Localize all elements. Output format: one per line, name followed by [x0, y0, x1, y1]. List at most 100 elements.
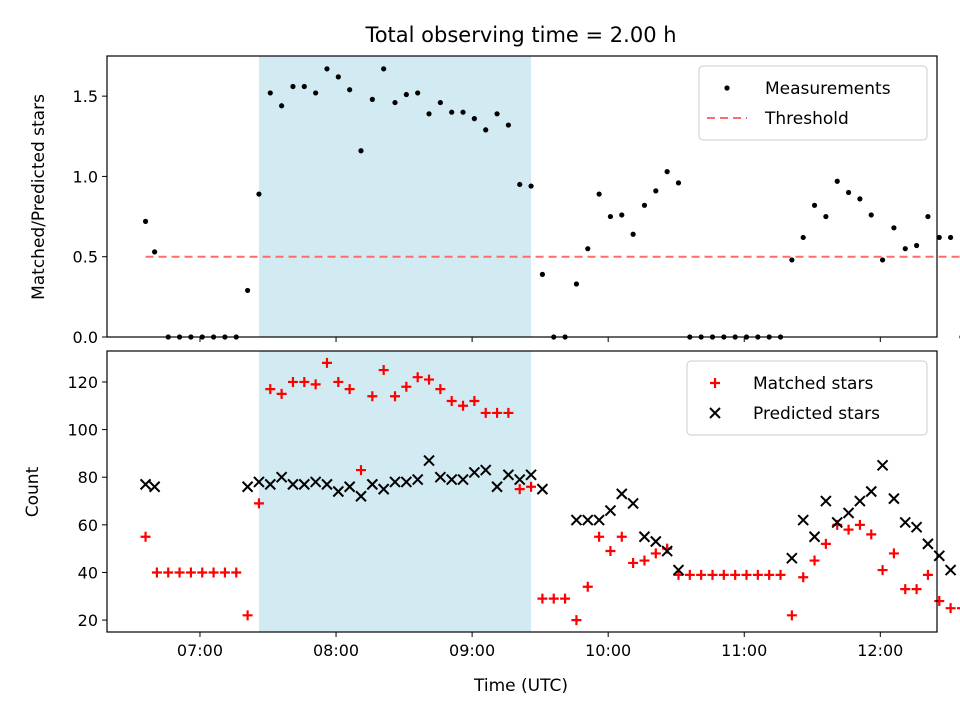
- point-predicted-stars: [876, 459, 889, 472]
- x-tick-label: 10:00: [585, 641, 631, 660]
- point-predicted-stars: [445, 473, 458, 486]
- y-tick-label: 0.0: [73, 328, 98, 347]
- y-tick-label: 100: [67, 421, 98, 440]
- point-matched-stars: [537, 593, 548, 604]
- point-matched-stars: [673, 569, 684, 580]
- x-tick-label: 07:00: [177, 641, 223, 660]
- point-predicted-stars: [854, 495, 866, 507]
- point-predicted-stars: [468, 466, 481, 479]
- bottom-panel: 20 40 60 80 100 120 07:00 08:00 09:00 10:00 11:00 1…: [67, 350, 960, 660]
- point-measurements: [585, 246, 591, 252]
- point-matched-stars: [854, 519, 865, 530]
- point-matched-stars: [707, 569, 718, 580]
- point-predicted-stars: [536, 483, 549, 495]
- point-predicted-stars: [786, 552, 798, 564]
- point-matched-stars: [287, 376, 298, 387]
- bottom-ylabel: Count: [23, 466, 43, 517]
- point-predicted-stars: [287, 478, 299, 491]
- point-predicted-stars: [457, 473, 469, 486]
- point-predicted-stars: [842, 507, 855, 519]
- point-measurements: [845, 189, 852, 196]
- point-measurements: [936, 234, 942, 241]
- point-matched-stars: [514, 484, 525, 495]
- point-predicted-stars: [423, 454, 435, 467]
- point-predicted-stars: [910, 521, 923, 533]
- point-measurements: [347, 87, 353, 93]
- point-matched-stars: [242, 610, 253, 621]
- x-tick-label: 12:00: [857, 641, 903, 660]
- point-predicted-stars: [389, 476, 401, 488]
- point-matched-stars: [639, 555, 650, 566]
- point-measurements: [313, 90, 319, 96]
- point-predicted-stars: [400, 476, 413, 488]
- point-predicted-stars: [253, 476, 265, 488]
- point-measurements: [437, 99, 443, 106]
- point-matched-stars: [820, 538, 831, 549]
- point-predicted-stars: [616, 488, 628, 500]
- point-measurements: [152, 249, 158, 255]
- point-measurements: [641, 202, 648, 208]
- point-predicted-stars: [275, 471, 288, 483]
- axes-frame: [106, 55, 938, 338]
- point-predicted-stars: [139, 478, 152, 491]
- point-measurements: [392, 99, 398, 106]
- point-predicted-stars: [899, 516, 911, 529]
- point-matched-stars: [424, 374, 435, 385]
- legend-marker: [710, 378, 720, 388]
- point-measurements: [925, 213, 931, 220]
- point-predicted-stars: [831, 516, 843, 529]
- point-measurements: [335, 74, 341, 80]
- point-measurements: [528, 183, 534, 189]
- point-measurements: [675, 180, 682, 186]
- point-measurements: [630, 231, 636, 237]
- y-tick-label: 80: [78, 468, 98, 487]
- y-tick-label: 20: [78, 611, 98, 630]
- legend-label: Predicted stars: [753, 404, 880, 424]
- point-matched-stars: [571, 615, 582, 626]
- point-matched-stars: [321, 357, 332, 368]
- point-matched-stars: [764, 569, 775, 580]
- point-predicted-stars: [366, 478, 379, 491]
- point-measurements: [301, 83, 307, 90]
- legend-label: Measurements: [765, 79, 891, 99]
- point-matched-stars: [605, 546, 616, 557]
- legend-label: Threshold: [764, 109, 849, 129]
- point-matched-stars: [480, 407, 491, 418]
- point-predicted-stars: [355, 490, 367, 502]
- point-matched-stars: [616, 531, 627, 542]
- point-matched-stars: [900, 584, 911, 595]
- point-matched-stars: [469, 396, 480, 407]
- y-tick-label: 40: [78, 563, 98, 582]
- point-predicted-stars: [570, 514, 583, 526]
- point-predicted-stars: [604, 504, 617, 517]
- point-matched-stars: [786, 610, 797, 621]
- y-tick-label: 60: [78, 516, 98, 535]
- point-matched-stars: [888, 548, 899, 559]
- point-matched-stars: [185, 567, 196, 578]
- point-matched-stars: [548, 593, 559, 604]
- point-matched-stars: [922, 569, 933, 580]
- point-predicted-stars: [148, 481, 161, 493]
- point-predicted-stars: [377, 483, 390, 495]
- point-matched-stars: [718, 569, 729, 580]
- point-predicted-stars: [321, 478, 333, 491]
- point-matched-stars: [231, 567, 242, 578]
- x-tick-label: 09:00: [449, 641, 495, 660]
- point-measurements: [449, 109, 455, 115]
- point-matched-stars: [696, 569, 707, 580]
- point-predicted-stars: [525, 469, 537, 481]
- point-measurements: [290, 83, 296, 90]
- point-measurements: [653, 188, 659, 194]
- point-predicted-stars: [661, 545, 673, 557]
- point-predicted-stars: [480, 464, 492, 476]
- point-matched-stars: [560, 593, 571, 604]
- point-measurements: [823, 213, 829, 220]
- point-matched-stars: [684, 569, 695, 580]
- point-measurements: [358, 148, 364, 154]
- bottom-xlabel: Time (UTC): [473, 676, 568, 696]
- point-measurements: [279, 103, 285, 109]
- point-measurements: [891, 225, 897, 231]
- point-predicted-stars: [241, 481, 254, 493]
- chart-title: Total observing time = 2.00 h: [364, 23, 676, 47]
- point-predicted-stars: [434, 471, 447, 483]
